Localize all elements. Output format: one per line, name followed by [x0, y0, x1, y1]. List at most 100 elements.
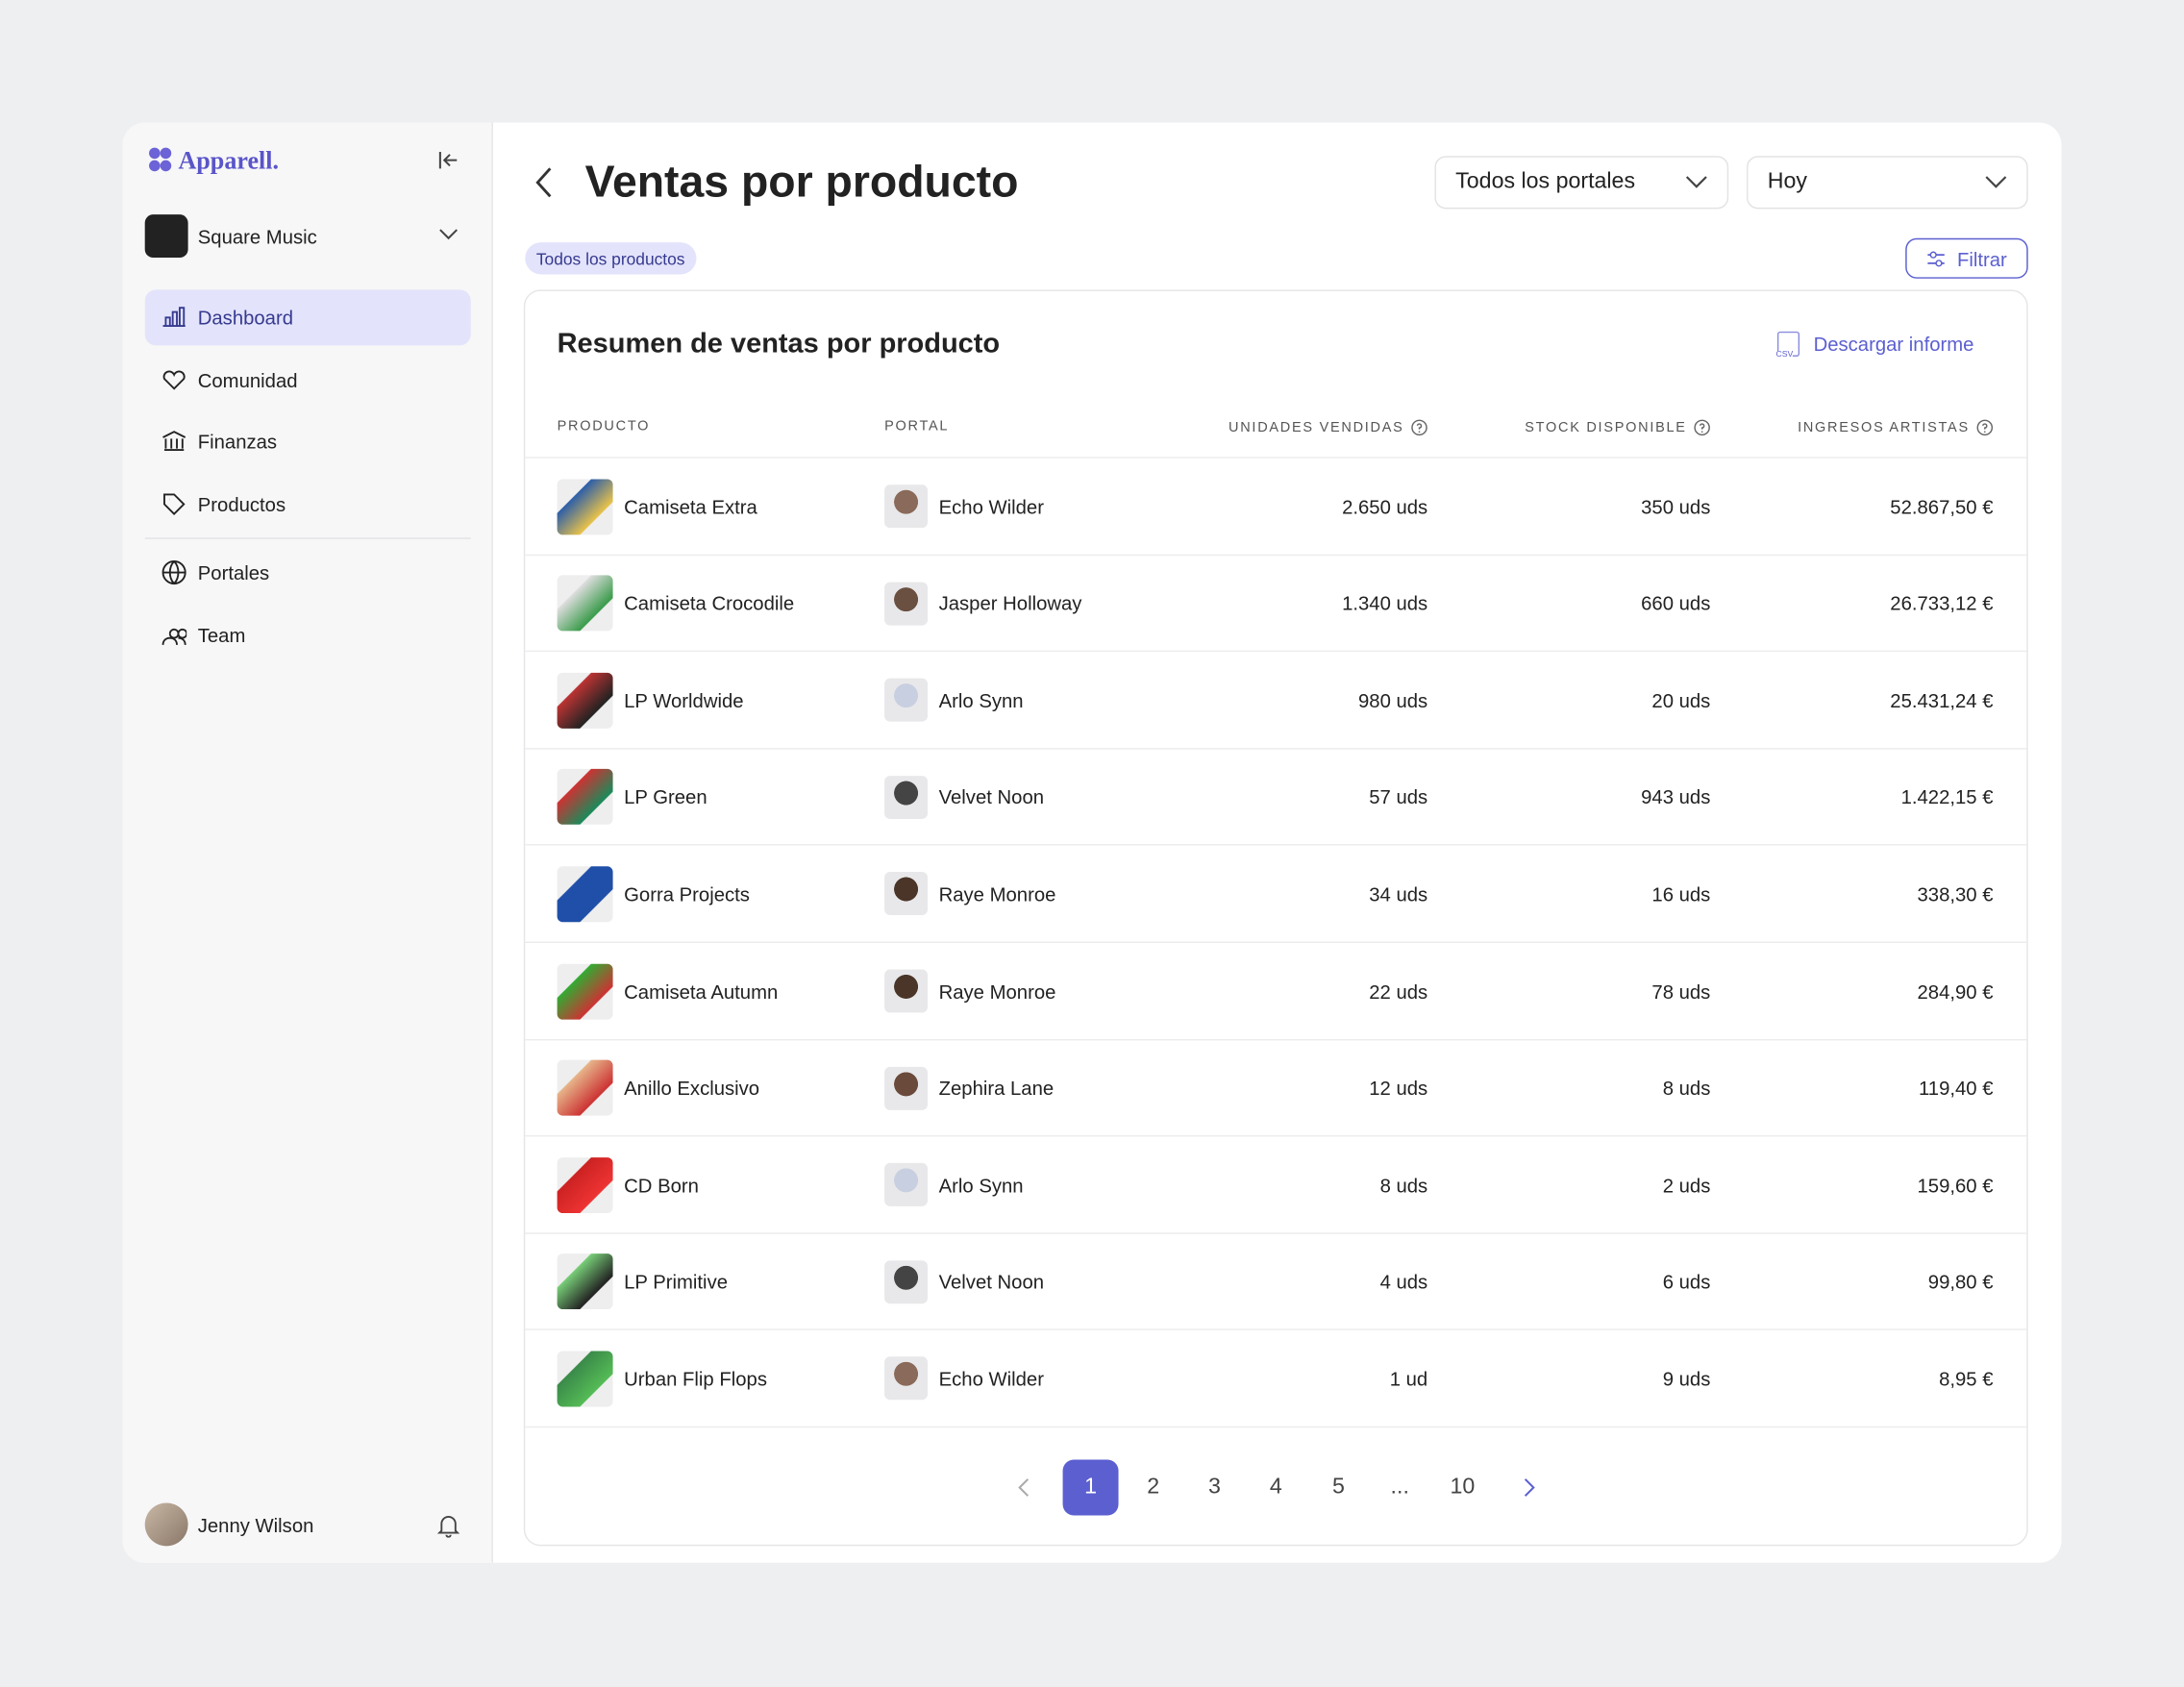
table-row[interactable]: Gorra Projects Raye Monroe 34 uds 16 uds 338…	[525, 844, 2027, 942]
filter-button[interactable]: Filtrar	[1905, 237, 2028, 279]
product-thumbnail	[557, 769, 613, 826]
back-button[interactable]	[534, 165, 554, 199]
artist-name: Zephira Lane	[938, 1077, 1055, 1100]
nav-label: Finanzas	[197, 430, 278, 453]
page-button[interactable]: 10	[1450, 1475, 1476, 1500]
prev-page[interactable]	[996, 1460, 1052, 1516]
page-title: Ventas por producto	[584, 156, 1019, 207]
stock: 20 uds	[1651, 688, 1711, 711]
page-button[interactable]: 2	[1147, 1475, 1160, 1500]
column-header: UNIDADES VENDIDAS	[1228, 419, 1427, 436]
page-button[interactable]: 3	[1208, 1475, 1221, 1500]
page-button[interactable]: ...	[1390, 1475, 1409, 1500]
product-thumbnail	[557, 478, 613, 534]
table-row[interactable]: Camiseta Autumn Raye Monroe 22 uds 78 uds 28…	[525, 941, 2027, 1039]
units-sold: 34 uds	[1369, 882, 1428, 906]
nav-item[interactable]: Finanzas	[145, 413, 471, 469]
csv-icon: CSV	[1775, 331, 1800, 360]
table-row[interactable]: LP Primitive Velvet Noon 4 uds 6 uds 99,80 €	[525, 1232, 2027, 1330]
product-name: Gorra Projects	[624, 882, 750, 906]
card-title: Resumen de ventas por producto	[557, 328, 1001, 360]
units-sold: 8 uds	[1379, 1174, 1428, 1197]
stock: 2 uds	[1662, 1174, 1711, 1197]
nav-item[interactable]: Portales	[145, 545, 471, 601]
next-page[interactable]	[1502, 1460, 1557, 1516]
revenue: 8,95 €	[1939, 1367, 1994, 1390]
help-icon[interactable]	[1694, 419, 1710, 436]
product-cell: LP Worldwide	[557, 652, 744, 748]
units-sold: 2.650 uds	[1342, 495, 1428, 518]
table-row[interactable]: CD Born Arlo Synn 8 uds 2 uds 159,60 €	[525, 1135, 2027, 1233]
units-sold: 12 uds	[1369, 1077, 1428, 1100]
column-header: INGRESOS ARTISTAS	[1798, 419, 1994, 436]
app-window: Apparell. Square Music Dashboard Comunida…	[122, 122, 2062, 1563]
artist-avatar	[884, 775, 929, 819]
units-sold: 980 uds	[1358, 688, 1428, 711]
artist-name: Raye Monroe	[938, 882, 1056, 906]
portal-cell: Arlo Synn	[884, 652, 1024, 748]
nav-item[interactable]: Team	[145, 608, 471, 663]
nav-item[interactable]: Comunidad	[145, 353, 471, 409]
workspace-name[interactable]: Square Music	[197, 225, 317, 248]
table-row[interactable]: Anillo Exclusivo Zephira Lane 12 uds 8 uds 1…	[525, 1038, 2027, 1136]
product-cell: CD Born	[557, 1137, 699, 1233]
units-sold: 1 ud	[1389, 1367, 1428, 1390]
artist-avatar	[884, 582, 929, 626]
user-avatar	[144, 1502, 188, 1547]
product-name: Anillo Exclusivo	[624, 1077, 760, 1100]
portal-select[interactable]: Todos los portales	[1434, 156, 1729, 210]
product-name: LP Primitive	[624, 1270, 729, 1294]
user-name[interactable]: Jenny Wilson	[197, 1514, 314, 1537]
stock: 9 uds	[1662, 1367, 1711, 1390]
units-sold: 22 uds	[1369, 980, 1428, 1003]
help-icon[interactable]	[1411, 419, 1427, 436]
column-header: STOCK DISPONIBLE	[1525, 419, 1710, 436]
portal-cell: Zephira Lane	[884, 1040, 1054, 1136]
product-cell: Camiseta Crocodile	[557, 556, 794, 652]
units-sold: 57 uds	[1369, 785, 1428, 808]
download-link[interactable]: CSV Descargar informe	[1775, 331, 1973, 360]
page-button[interactable]: 5	[1332, 1475, 1345, 1500]
nav-item[interactable]: Dashboard	[144, 289, 471, 346]
units-sold: 1.340 uds	[1342, 591, 1428, 615]
nav-item[interactable]: Productos	[145, 477, 471, 533]
nav-divider	[144, 537, 471, 539]
revenue: 26.733,12 €	[1890, 591, 1994, 615]
product-cell: Urban Flip Flops	[557, 1330, 767, 1427]
product-thumbnail	[557, 1253, 613, 1310]
table-row[interactable]: Camiseta Crocodile Jasper Holloway 1.340 u…	[525, 554, 2027, 652]
artist-avatar	[884, 969, 929, 1013]
stock: 660 uds	[1641, 591, 1711, 615]
brand-name: Apparell.	[178, 146, 280, 175]
chevron	[1685, 176, 1707, 188]
collapse-button[interactable]	[437, 149, 459, 171]
product-thumbnail	[557, 866, 613, 923]
page-button[interactable]: 1	[1062, 1459, 1119, 1516]
revenue: 52.867,50 €	[1890, 495, 1994, 518]
product-thumbnail	[557, 962, 613, 1019]
artist-avatar	[884, 872, 929, 916]
stock: 8 uds	[1662, 1077, 1711, 1100]
help-icon[interactable]	[1976, 419, 1994, 436]
page-button[interactable]: 4	[1269, 1475, 1282, 1500]
portal-cell: Echo Wilder	[884, 459, 1044, 555]
revenue: 25.431,24 €	[1890, 688, 1994, 711]
notifications[interactable]	[436, 1513, 460, 1538]
table-row[interactable]: LP Green Velvet Noon 57 uds 943 uds 1.422,15…	[525, 747, 2027, 845]
table-row[interactable]: Camiseta Extra Echo Wilder 2.650 uds 350 ud…	[525, 457, 2027, 555]
revenue: 119,40 €	[1919, 1077, 1994, 1100]
filter-chip[interactable]: Todos los productos	[525, 242, 697, 275]
table-row[interactable]: LP Worldwide Arlo Synn 980 uds 20 uds 25.431…	[525, 650, 2027, 748]
workspace-chevron[interactable]	[438, 227, 458, 240]
artist-avatar	[884, 484, 929, 529]
artist-avatar	[884, 1066, 929, 1110]
portal-cell: Velvet Noon	[884, 1234, 1044, 1330]
product-name: CD Born	[624, 1174, 699, 1197]
product-name: LP Worldwide	[624, 688, 744, 711]
column-header-label: INGRESOS ARTISTAS	[1798, 419, 1970, 435]
period-select[interactable]: Hoy	[1747, 156, 2028, 210]
product-name: Camiseta Autumn	[624, 980, 779, 1003]
stock: 6 uds	[1662, 1270, 1711, 1294]
table-row[interactable]: Urban Flip Flops Echo Wilder 1 ud 9 uds 8,95…	[525, 1328, 2027, 1427]
stock: 78 uds	[1651, 980, 1711, 1003]
